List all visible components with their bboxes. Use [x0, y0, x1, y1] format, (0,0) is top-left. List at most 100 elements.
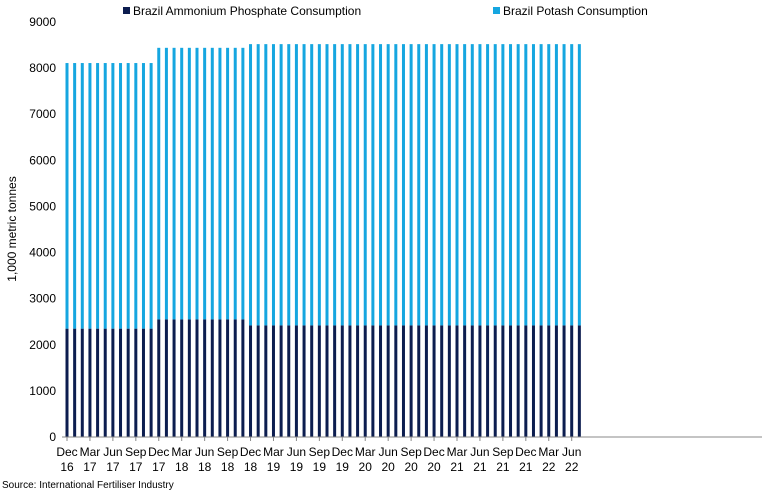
bar-potash: [401, 44, 405, 326]
bar-potash: [134, 63, 138, 329]
x-tick-month: Mar: [447, 445, 468, 459]
y-tick-label: 2000: [29, 338, 56, 352]
legend-swatch-potash: [493, 7, 500, 14]
bar-potash: [493, 44, 497, 326]
bar-ammonium-phosphate: [333, 325, 337, 437]
y-tick-label: 7000: [29, 107, 56, 121]
bar-ammonium-phosphate: [203, 319, 207, 437]
bar-ammonium-phosphate: [539, 325, 543, 437]
legend-label-ammonium-phosphate: Brazil Ammonium Phosphate Consumption: [133, 4, 361, 18]
bar-potash: [432, 44, 436, 326]
source-note: Source: International Fertiliser Industr…: [2, 480, 174, 491]
bar-ammonium-phosphate: [233, 319, 237, 437]
x-tick-month: Jun: [470, 445, 489, 459]
x-tick-month: Dec: [515, 445, 536, 459]
bar-ammonium-phosphate: [271, 325, 275, 437]
bar-ammonium-phosphate: [141, 328, 145, 437]
bar-ammonium-phosphate: [287, 325, 291, 437]
bar-ammonium-phosphate: [65, 328, 69, 437]
bar-potash: [157, 47, 161, 320]
bar-potash: [271, 44, 275, 326]
bar-potash: [249, 44, 253, 326]
x-tick-month: Mar: [171, 445, 192, 459]
bar-potash: [562, 44, 566, 326]
bar-ammonium-phosphate: [470, 325, 474, 437]
legend-label-potash: Brazil Potash Consumption: [503, 4, 648, 18]
bar-ammonium-phosphate: [73, 328, 77, 437]
bar-potash: [424, 44, 428, 326]
x-tick-year: 17: [152, 460, 166, 474]
bar-ammonium-phosphate: [524, 325, 528, 437]
bar-ammonium-phosphate: [340, 325, 344, 437]
bar-ammonium-phosphate: [195, 319, 199, 437]
bar-potash: [210, 47, 214, 320]
x-tick-month: Mar: [538, 445, 559, 459]
bar-ammonium-phosphate: [394, 325, 398, 437]
bar-potash: [509, 44, 513, 326]
bar-potash: [516, 44, 520, 326]
bar-potash: [111, 63, 115, 329]
legend-swatch-ammonium-phosphate: [123, 7, 130, 14]
bar-potash: [417, 44, 421, 326]
bars: [65, 44, 581, 437]
bar-ammonium-phosphate: [554, 325, 558, 437]
bar-potash: [195, 47, 199, 320]
bar-ammonium-phosphate: [547, 325, 551, 437]
y-axis-title: 1,000 metric tonnes: [5, 176, 19, 281]
bar-ammonium-phosphate: [249, 325, 253, 437]
bar-ammonium-phosphate: [516, 325, 520, 437]
bar-ammonium-phosphate: [172, 319, 176, 437]
y-tick-label: 4000: [29, 246, 56, 260]
x-tick-year: 20: [427, 460, 441, 474]
x-tick-year: 20: [404, 460, 418, 474]
bar-ammonium-phosphate: [379, 325, 383, 437]
bar-potash: [187, 47, 191, 320]
x-tick-month: Dec: [332, 445, 353, 459]
bar-potash: [570, 44, 574, 326]
bar-potash: [371, 44, 375, 326]
bar-ammonium-phosphate: [279, 325, 283, 437]
x-tick-month: Sep: [400, 445, 422, 459]
bar-potash: [379, 44, 383, 326]
bar-ammonium-phosphate: [134, 328, 138, 437]
bar-ammonium-phosphate: [302, 325, 306, 437]
x-tick-month: Mar: [80, 445, 101, 459]
bar-ammonium-phosphate: [180, 319, 184, 437]
x-tick-year: 19: [290, 460, 304, 474]
bar-potash: [126, 63, 130, 329]
bar-ammonium-phosphate: [486, 325, 490, 437]
bar-ammonium-phosphate: [509, 325, 513, 437]
bar-ammonium-phosphate: [424, 325, 428, 437]
bar-potash: [386, 44, 390, 326]
bar-ammonium-phosphate: [149, 328, 153, 437]
y-tick-label: 3000: [29, 292, 56, 306]
x-axis-ticks: Dec16Mar17Jun17Sep17Dec17Mar18Jun18Sep18…: [56, 437, 581, 474]
bar-potash: [141, 63, 145, 329]
x-tick-month: Mar: [263, 445, 284, 459]
x-tick-month: Dec: [423, 445, 444, 459]
bar-potash: [577, 44, 581, 326]
bar-ammonium-phosphate: [440, 325, 444, 437]
bar-potash: [302, 44, 306, 326]
bar-potash: [478, 44, 482, 326]
bar-potash: [310, 44, 314, 326]
bar-potash: [264, 44, 268, 326]
x-tick-year: 21: [519, 460, 533, 474]
bar-ammonium-phosphate: [210, 319, 214, 437]
bar-potash: [256, 44, 260, 326]
x-tick-year: 20: [381, 460, 395, 474]
bar-ammonium-phosphate: [371, 325, 375, 437]
bar-potash: [547, 44, 551, 326]
x-tick-year: 19: [313, 460, 327, 474]
x-tick-month: Dec: [240, 445, 261, 459]
bar-potash: [96, 63, 100, 329]
x-tick-year: 21: [450, 460, 464, 474]
bar-ammonium-phosphate: [187, 319, 191, 437]
bar-potash: [363, 44, 367, 326]
bar-ammonium-phosphate: [88, 328, 92, 437]
bar-potash: [180, 47, 184, 320]
bar-ammonium-phosphate: [218, 319, 222, 437]
legend: Brazil Ammonium Phosphate Consumption Br…: [123, 4, 648, 18]
bar-ammonium-phosphate: [570, 325, 574, 437]
